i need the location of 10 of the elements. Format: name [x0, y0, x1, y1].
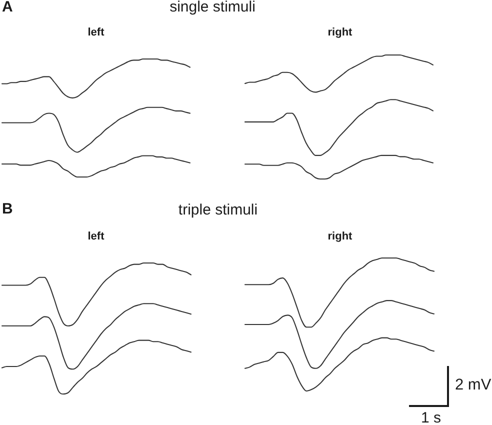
text: B: [2, 200, 13, 218]
chart-title: left: [88, 26, 104, 38]
text: A: [2, 0, 13, 16]
text: single stimuli: [170, 0, 256, 15]
chart-title: right: [328, 26, 352, 38]
chart-title: left: [88, 230, 104, 242]
text: 2 mV: [455, 376, 492, 394]
text: 1 s: [420, 409, 442, 425]
text: triple stimuli: [178, 201, 258, 218]
chart-title: right: [328, 230, 352, 242]
